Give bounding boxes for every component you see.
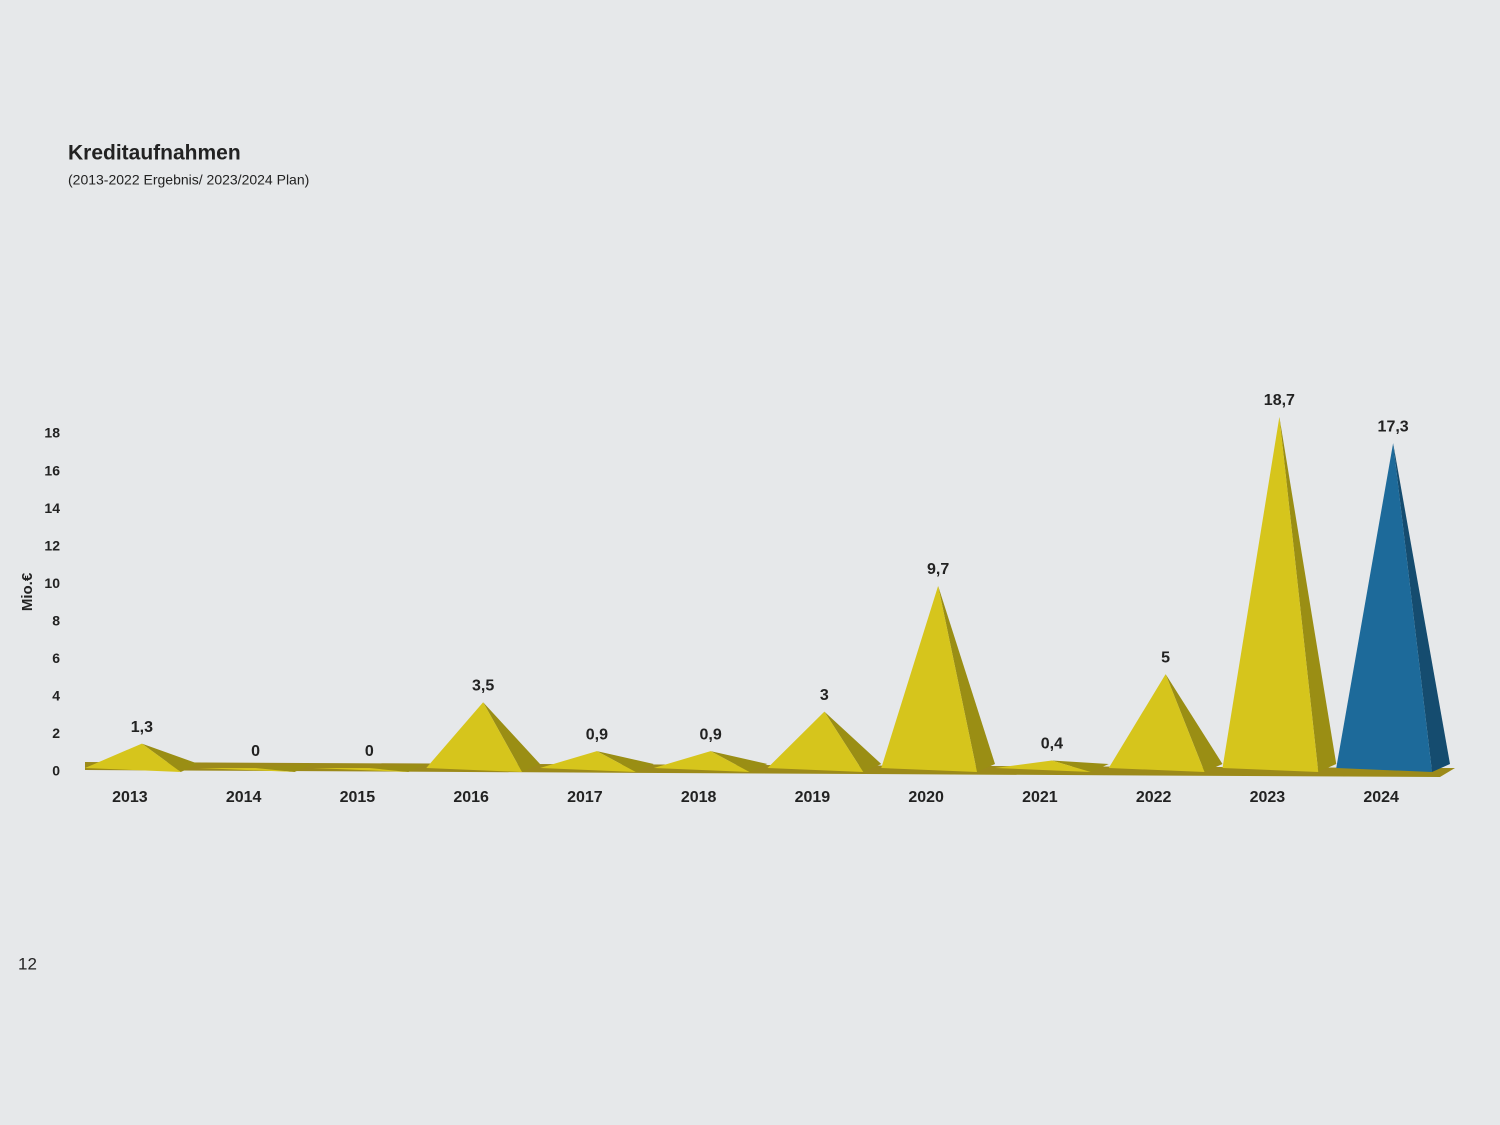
x-tick-label: 2022 [1136,789,1172,806]
x-tick-label: 2018 [681,789,717,806]
y-tick-label: 18 [44,425,60,441]
pyramid [312,768,409,772]
pyramid-shade [255,764,313,772]
value-label: 0 [251,743,260,760]
x-tick-label: 2020 [908,789,944,806]
x-tick-label: 2013 [112,789,148,806]
pyramid-shade [596,751,654,772]
floor [85,762,1455,777]
y-tick-label: 6 [52,650,60,666]
pyramid [540,751,636,772]
pyramid-shade [710,751,768,772]
pyramid [1222,416,1319,772]
pyramid [1336,443,1432,772]
pyramid-shade [938,585,995,772]
pyramid [1108,674,1205,772]
value-label: 1,3 [131,719,153,736]
pyramid-shade [1051,760,1109,772]
y-tick-label: 4 [52,688,60,704]
value-label: 17,3 [1378,418,1409,435]
x-tick-label: 2014 [226,789,262,806]
chart-subtitle: (2013-2022 Ergebnis/ 2023/2024 Plan) [68,172,309,188]
pyramid [85,743,181,772]
pyramid [881,585,977,772]
y-axis-label: Mio.€ [19,572,36,611]
y-tick-label: 14 [44,500,60,516]
x-tick-label: 2024 [1363,789,1399,806]
pyramid-shade [141,743,199,772]
y-tick-label: 16 [44,462,60,478]
y-tick-label: 12 [44,537,60,553]
pyramid-shade [1279,416,1337,772]
x-tick-label: 2019 [795,789,831,806]
pyramid-shade [369,764,427,772]
x-tick-label: 2023 [1250,789,1286,806]
pyramid [653,751,750,772]
value-label: 0,9 [700,726,722,743]
x-tick-label: 2017 [567,789,603,806]
y-tick-label: 0 [52,763,60,779]
pyramid [426,702,522,772]
page-number: 12 [18,954,37,973]
value-label: 3 [820,687,829,704]
value-label: 5 [1161,649,1170,666]
value-label: 9,7 [927,561,949,578]
x-tick-label: 2016 [453,789,489,806]
pyramid-shade [1393,443,1450,772]
value-label: 0,4 [1041,736,1063,753]
y-tick-label: 8 [52,612,60,628]
y-tick-label: 10 [44,575,60,591]
pyramid-shade [824,711,882,772]
chart-title: Kreditaufnahmen [68,142,241,165]
value-label: 18,7 [1264,392,1295,409]
y-tick-label: 2 [52,725,60,741]
x-tick-label: 2021 [1022,789,1058,806]
pyramid-shade [483,702,540,772]
value-label: 3,5 [472,677,494,694]
value-label: 0 [365,743,374,760]
pyramid [767,711,864,772]
pyramid [995,760,1091,772]
pyramid [198,768,295,772]
value-label: 0,9 [586,726,608,743]
pyramid-shade [1165,674,1223,772]
x-tick-label: 2015 [340,789,376,806]
